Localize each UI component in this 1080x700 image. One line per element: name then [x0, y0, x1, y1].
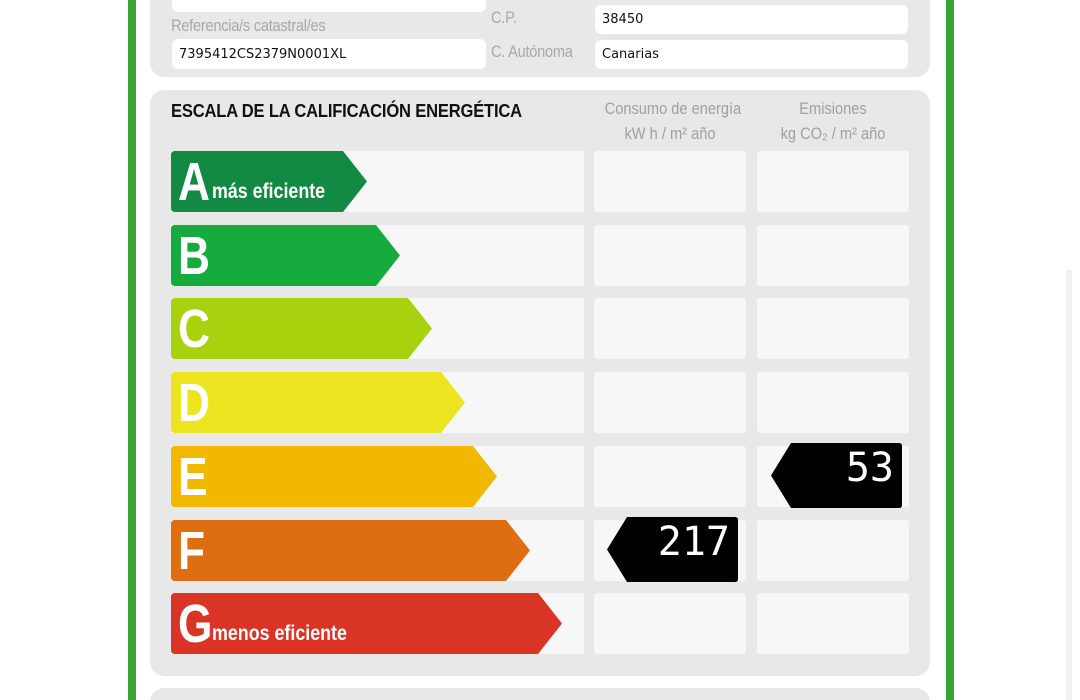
emisiones-header-line1: Emisiones	[799, 99, 867, 118]
rating-arrow-f: F	[171, 520, 530, 581]
consumo-cell-c	[594, 298, 746, 359]
rating-letter-b: B	[178, 226, 210, 286]
rating-letter-e: E	[178, 447, 208, 507]
emisiones-cell-a	[757, 151, 909, 212]
autonoma-value: Canarias	[595, 40, 908, 69]
rating-letter-f: F	[178, 521, 206, 581]
bottom-panel	[150, 688, 930, 700]
consumo-header-line1: Consumo de energía	[604, 99, 742, 118]
autonoma-label: C. Autónoma	[491, 42, 573, 61]
consumo-cell-d	[594, 372, 746, 433]
scale-title: ESCALA DE LA CALIFICACIÓN ENERGÉTICA	[171, 101, 522, 121]
emisiones-cell-f	[757, 520, 909, 581]
referencia-label: Referencia/s catastral/es	[171, 16, 326, 35]
rating-letter-a: A	[178, 152, 210, 212]
field-top-blank	[172, 0, 486, 12]
rating-arrow-c: C	[171, 298, 432, 359]
rating-arrow-b: B	[171, 225, 400, 286]
rating-letter-c: C	[178, 299, 210, 359]
rating-letter-g: G	[178, 594, 213, 654]
consumo-value: 217	[657, 519, 730, 565]
consumo-cell-g	[594, 593, 746, 654]
cp-value: 38450	[595, 5, 908, 34]
rating-arrow-d: D	[171, 372, 465, 433]
emisiones-rating-marker: 53	[771, 443, 902, 508]
emisiones-value: 53	[845, 445, 894, 491]
cp-label: C.P.	[491, 8, 517, 27]
consumo-cell-e	[594, 446, 746, 507]
consumo-header-line2: kW h / m² año	[624, 124, 716, 143]
rating-letter-d: D	[178, 373, 210, 433]
emisiones-header-line2: kg CO₂ / m² año	[780, 124, 886, 143]
emisiones-cell-b	[757, 225, 909, 286]
consumo-header: Consumo de energía kW h / m² año	[604, 96, 742, 146]
emisiones-cell-g	[757, 593, 909, 654]
rating-arrow-e: E	[171, 446, 497, 507]
emisiones-header: Emisiones kg CO₂ / m² año	[768, 96, 899, 146]
consumo-rating-marker: 217	[607, 517, 738, 582]
rating-caption-a: más eficiente	[212, 180, 326, 203]
consumo-cell-a	[594, 151, 746, 212]
emisiones-cell-d	[757, 372, 909, 433]
emisiones-cell-c	[757, 298, 909, 359]
page-edge-shadow	[1066, 270, 1072, 700]
consumo-cell-b	[594, 225, 746, 286]
rating-caption-g: menos eficiente	[212, 622, 347, 645]
referencia-value: 7395412CS2379N0001XL	[172, 39, 486, 69]
